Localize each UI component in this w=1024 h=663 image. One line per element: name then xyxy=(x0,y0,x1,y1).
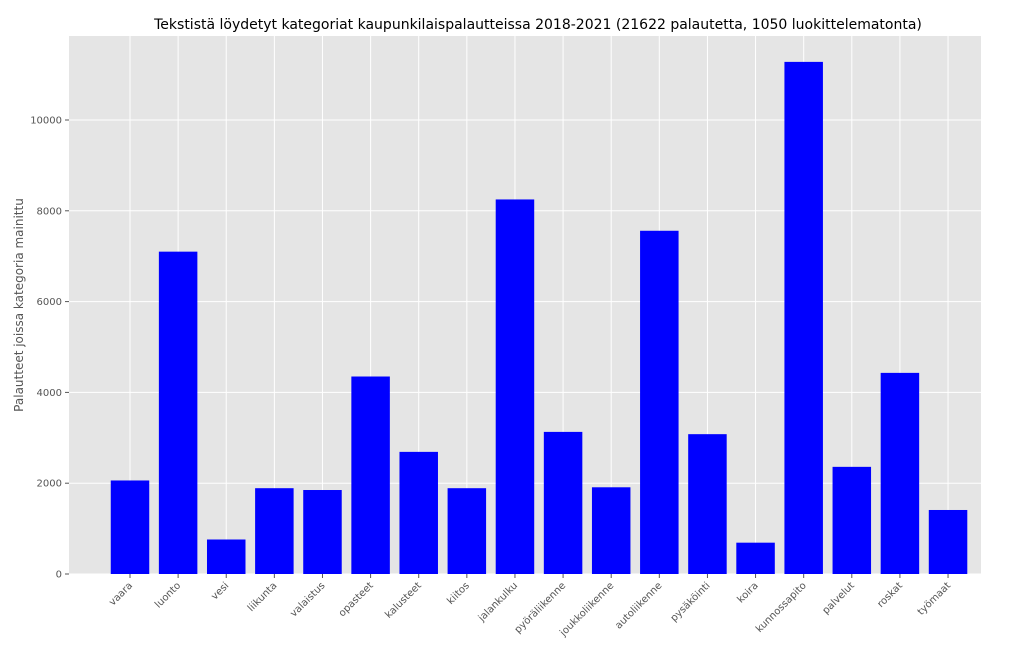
x-tick-label: pyöräliikenne xyxy=(513,580,568,635)
bar-liikunta xyxy=(255,488,294,574)
x-tick-label: roskat xyxy=(875,580,905,610)
x-tick-label: vaara xyxy=(107,580,135,608)
x-tick-label: palvelut xyxy=(821,580,857,616)
x-tick-label: kiitos xyxy=(445,580,472,607)
bar-valaistus xyxy=(303,490,342,574)
bar-luonto xyxy=(158,251,198,575)
x-tick-label: liikunta xyxy=(246,580,280,614)
chart-title: Tekstistä löydetyt kategoriat kaupunkila… xyxy=(153,17,922,33)
y-axis-ticks: 0 2000 4000 6000 8000 10000 xyxy=(30,115,69,581)
y-tick-label: 10000 xyxy=(30,115,62,126)
y-tick-label: 4000 xyxy=(37,388,62,399)
bars xyxy=(110,61,968,575)
x-tick-label: opasteet xyxy=(337,580,376,619)
x-tick-label: pysäköinti xyxy=(669,580,713,624)
bar-vesi xyxy=(206,539,246,574)
bar-pysäköinti xyxy=(688,434,727,574)
x-tick-label: luonto xyxy=(153,580,183,610)
bar-kiitos xyxy=(447,488,487,574)
y-tick-label: 6000 xyxy=(37,297,62,308)
x-tick-label: kalusteet xyxy=(383,580,424,621)
bar-opasteet xyxy=(351,376,390,574)
y-axis-label: Palautteet joissa kategoria mainittu xyxy=(12,198,26,412)
bar-vaara xyxy=(110,480,150,574)
x-tick-label: koira xyxy=(736,580,761,605)
x-tick-label: työmaat xyxy=(916,580,953,617)
bar-roskat xyxy=(880,372,920,574)
x-axis-ticks: vaara luonto vesi liikunta valaistus opasteet… xyxy=(107,574,953,639)
bar-kunnossapito xyxy=(784,61,823,575)
x-tick-label: kunnossapito xyxy=(754,580,809,635)
bar-jalankulku xyxy=(495,199,535,574)
x-tick-label: autoliikenne xyxy=(613,580,664,631)
bar-kalusteet xyxy=(399,451,438,574)
bar-koira xyxy=(736,542,775,574)
y-tick-label: 8000 xyxy=(37,206,62,217)
bar-joukkoliikenne xyxy=(591,487,631,574)
bar-pyöräliikenne xyxy=(543,431,583,574)
x-tick-label: valaistus xyxy=(288,580,327,619)
bar-työmaat xyxy=(928,509,968,574)
y-tick-label: 0 xyxy=(56,570,62,581)
y-tick-label: 2000 xyxy=(37,479,62,490)
bar-autoliikenne xyxy=(640,230,679,574)
bar-palvelut xyxy=(832,466,872,574)
x-tick-label: vesi xyxy=(209,580,231,602)
x-tick-label: jalankulku xyxy=(476,580,520,624)
